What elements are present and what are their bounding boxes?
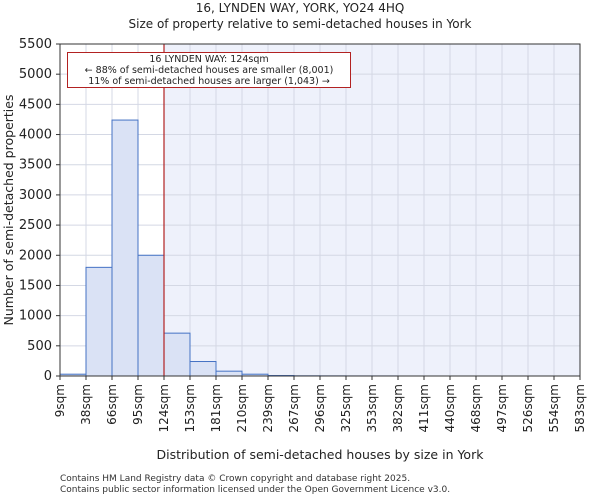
- x-tick-label: 554sqm: [547, 384, 561, 432]
- x-tick-label: 267sqm: [287, 384, 301, 432]
- x-tick-label: 583sqm: [573, 384, 587, 432]
- bar-4: [163, 332, 191, 377]
- bar-6: [215, 370, 243, 377]
- chart-title: 16, LYNDEN WAY, YORK, YO24 4HQ: [195, 1, 405, 15]
- x-tick-label: 239sqm: [261, 384, 275, 432]
- bar-2: [111, 119, 139, 377]
- y-tick-label: 2000: [19, 248, 52, 263]
- x-tick-label: 296sqm: [313, 384, 327, 432]
- x-tick-label: 181sqm: [209, 384, 223, 432]
- x-axis-label: Distribution of semi-detached houses by …: [157, 447, 485, 462]
- annotation-line-2: ← 88% of semi-detached houses are smalle…: [84, 65, 334, 76]
- y-tick-label: 3500: [19, 158, 52, 173]
- x-tick-label: 325sqm: [339, 384, 353, 432]
- bar-5: [189, 361, 217, 377]
- bar-3: [137, 254, 165, 377]
- x-tick-label: 353sqm: [365, 384, 379, 432]
- x-tick-label: 382sqm: [391, 384, 405, 432]
- y-tick-label: 3000: [19, 188, 52, 203]
- x-tick-label: 9sqm: [53, 384, 67, 417]
- chart-subtitle: Size of property relative to semi-detach…: [128, 17, 472, 31]
- annotation-line-3: 11% of semi-detached houses are larger (…: [88, 76, 330, 87]
- y-tick-label: 1000: [19, 309, 52, 324]
- x-tick-label: 497sqm: [495, 384, 509, 432]
- x-tick-label: 440sqm: [443, 384, 457, 432]
- x-tick-label: 124sqm: [157, 384, 171, 432]
- x-tick-label: 66sqm: [105, 384, 119, 425]
- annotation-box: 16 LYNDEN WAY: 124sqm ← 88% of semi-deta…: [67, 52, 351, 88]
- footer-line-2: Contains public sector information licen…: [60, 485, 451, 495]
- y-tick-label: 0: [44, 369, 52, 384]
- x-tick-label: 95sqm: [131, 384, 145, 425]
- y-tick-label: 5500: [19, 37, 52, 52]
- y-tick-label: 4000: [19, 128, 52, 143]
- bar-1: [85, 266, 113, 377]
- x-tick-label: 210sqm: [235, 384, 249, 432]
- x-tick-label: 411sqm: [417, 384, 431, 432]
- x-tick-label: 526sqm: [521, 384, 535, 432]
- x-tick-label: 468sqm: [469, 384, 483, 432]
- y-tick-label: 5000: [19, 67, 52, 82]
- x-tick-label: 38sqm: [79, 384, 93, 425]
- y-tick-label: 1500: [19, 278, 52, 293]
- footer-line-1: Contains HM Land Registry data © Crown c…: [60, 474, 411, 484]
- x-tick-label: 153sqm: [183, 384, 197, 432]
- annotation-line-1: 16 LYNDEN WAY: 124sqm: [149, 54, 269, 65]
- y-tick-label: 500: [27, 339, 52, 354]
- y-axis-label: Number of semi-detached properties: [1, 95, 16, 326]
- y-tick-label: 2500: [19, 218, 52, 233]
- y-tick-label: 4500: [19, 97, 52, 112]
